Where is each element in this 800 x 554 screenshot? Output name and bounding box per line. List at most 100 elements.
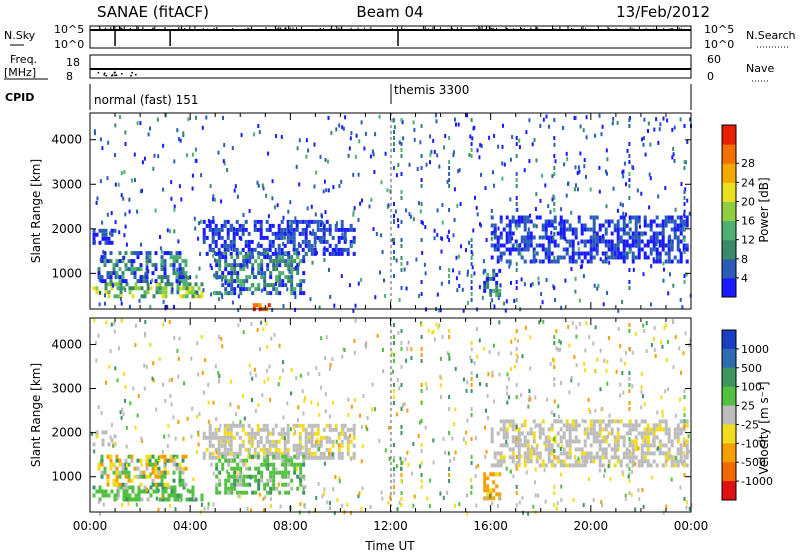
heatmap-speckle: [343, 348, 346, 352]
heatmap-speckle: [434, 113, 437, 118]
heatmap-speckle: [220, 199, 223, 204]
heatmap-cell: [550, 223, 554, 228]
heatmap-cell: [275, 275, 279, 280]
heatmap-cell: [631, 251, 635, 256]
heatmap-cell: [616, 431, 620, 436]
heatmap-cell: [148, 474, 152, 479]
heatmap-cell: [160, 454, 164, 459]
heatmap-streak: [448, 274, 451, 278]
heatmap-speckle: [457, 169, 460, 174]
heatmap-cell: [595, 431, 599, 436]
heatmap-speckle: [421, 221, 424, 226]
heatmap-cell: [511, 231, 515, 236]
heatmap-cell: [139, 470, 143, 475]
heatmap-cell: [520, 247, 524, 252]
heatmap-cell: [274, 443, 278, 448]
heatmap-cell: [241, 427, 245, 432]
heatmap-speckle: [162, 299, 165, 304]
heatmap-speckle: [196, 290, 199, 295]
heatmap-cell: [286, 455, 290, 460]
heatmap-cell: [121, 466, 125, 471]
heatmap-speckle: [114, 275, 117, 280]
x-axis-title: Time UT: [364, 539, 415, 553]
heatmap-speckle: [236, 194, 239, 199]
heatmap-cell: [316, 223, 320, 228]
heatmap-cell: [664, 423, 668, 428]
heatmap-cell: [523, 423, 527, 428]
heatmap-speckle: [279, 376, 281, 381]
heatmap-cell: [265, 247, 269, 252]
heatmap-speckle: [178, 281, 181, 286]
heatmap-speckle: [541, 173, 544, 178]
heatmap-speckle: [480, 144, 483, 148]
heatmap-streak: [515, 467, 518, 471]
heatmap-speckle: [360, 424, 363, 429]
heatmap-speckle: [584, 368, 587, 373]
heatmap-speckle: [294, 216, 297, 221]
heatmap-cell: [134, 493, 138, 498]
heatmap-cell: [328, 455, 332, 460]
heatmap-speckle: [618, 251, 621, 256]
heatmap-speckle: [250, 508, 253, 513]
heatmap-cell: [322, 451, 326, 456]
heatmap-speckle: [510, 339, 513, 344]
heatmap-cell: [262, 427, 266, 432]
heatmap-cell: [658, 223, 662, 228]
heatmap-cell: [281, 283, 285, 288]
heatmap-speckle: [533, 480, 536, 485]
heatmap-cell: [607, 443, 611, 448]
heatmap-speckle: [393, 125, 396, 130]
heatmap-streak: [448, 473, 451, 477]
heatmap-speckle: [688, 506, 691, 511]
heatmap-cell: [604, 447, 608, 452]
heatmap-streak: [448, 136, 451, 140]
heatmap-cell: [616, 227, 620, 232]
heatmap-cell: [107, 442, 111, 447]
heatmap-cell: [562, 423, 566, 428]
heatmap-speckle: [653, 326, 656, 330]
heatmap-speckle: [315, 366, 318, 370]
heatmap-cell: [532, 447, 536, 452]
heatmap-cell: [492, 496, 496, 501]
heatmap-streak: [553, 208, 556, 212]
heatmap-speckle: [446, 490, 449, 495]
heatmap-cell: [266, 466, 270, 471]
heatmap-cell: [160, 275, 164, 280]
heatmap-cell: [685, 423, 689, 428]
heatmap-speckle: [454, 366, 457, 371]
heatmap-cell: [175, 462, 179, 467]
heatmap-cell: [167, 497, 171, 502]
heatmap-cell: [667, 259, 671, 264]
heatmap-speckle: [688, 343, 691, 348]
heatmap-cell: [673, 459, 677, 464]
heatmap-cell: [526, 455, 530, 460]
heatmap-cell: [538, 451, 542, 456]
heatmap-speckle: [128, 197, 131, 202]
heatmap-cell: [637, 463, 641, 468]
heatmap-speckle: [207, 382, 210, 387]
heatmap-speckle: [119, 115, 121, 119]
heatmap-cell: [191, 489, 195, 494]
heatmap-speckle: [299, 477, 302, 482]
heatmap-streak: [628, 160, 631, 164]
heatmap-speckle: [640, 191, 643, 196]
heatmap-cell: [568, 223, 572, 228]
heatmap-speckle: [249, 371, 252, 376]
heatmap-cell: [643, 251, 647, 256]
heatmap-speckle: [152, 378, 155, 383]
heatmap-cell: [547, 259, 551, 264]
heatmap-speckle: [294, 295, 297, 299]
heatmap-speckle: [583, 158, 586, 163]
heatmap-speckle: [470, 490, 473, 495]
heatmap-cell: [101, 438, 105, 443]
heatmap-streak: [400, 503, 403, 507]
colorbar-swatch: [722, 443, 736, 463]
heatmap-cell: [325, 455, 329, 460]
heatmap-cell: [233, 466, 237, 471]
heatmap-speckle: [315, 170, 318, 175]
heatmap-cell: [583, 431, 587, 436]
heatmap-cell: [298, 439, 302, 444]
heatmap-cell: [622, 231, 626, 236]
heatmap-cell: [486, 476, 490, 481]
heatmap-speckle: [137, 393, 140, 398]
